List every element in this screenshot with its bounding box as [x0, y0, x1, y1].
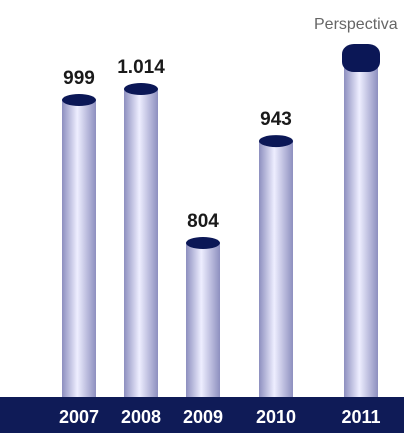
bar-cap-2007 [62, 94, 96, 106]
bar-2007 [62, 100, 96, 397]
x-tick-2010: 2010 [256, 407, 296, 427]
value-label-2009: 804 [187, 211, 219, 232]
value-label-2010: 943 [260, 109, 292, 130]
x-tick-2007: 2007 [59, 407, 99, 427]
bar-cap-2008 [124, 83, 158, 95]
value-label-2008: 1.014 [117, 57, 165, 78]
bars-group [62, 44, 380, 397]
bar-2008 [124, 89, 158, 397]
x-tick-labels-group: 2007 2008 2009 2010 2011 [59, 407, 381, 427]
bar-2009 [186, 243, 220, 397]
bar-cap-2010 [259, 135, 293, 148]
perspectiva-annotation: Perspectiva [314, 16, 398, 33]
x-axis-band [0, 397, 404, 433]
value-label-2007: 999 [63, 68, 95, 89]
x-tick-2008: 2008 [121, 407, 161, 427]
value-labels-group: 999 1.014 804 943 [63, 57, 292, 232]
bar-2010 [259, 141, 293, 397]
x-tick-2009: 2009 [183, 407, 223, 427]
x-tick-2011: 2011 [341, 407, 380, 427]
bar-cap-2009 [186, 237, 220, 249]
bar-cap-2011 [342, 44, 380, 72]
bar-2011 [344, 57, 378, 397]
